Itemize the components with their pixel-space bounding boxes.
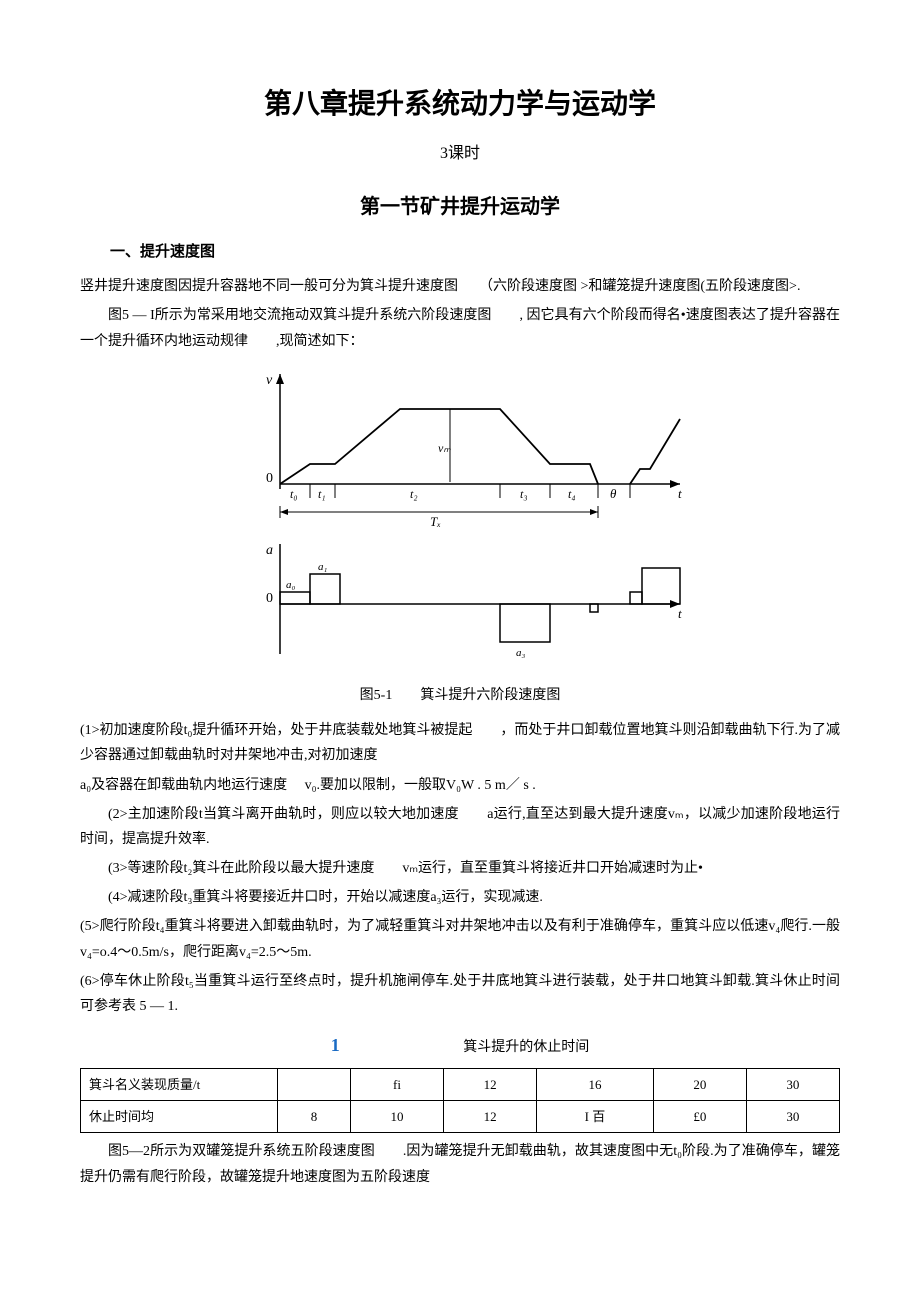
cell: 30 [746, 1100, 839, 1132]
paragraph-stage-5: (5>爬行阶段t₄重箕斗将要进入卸载曲轨时，为了减轻重箕斗对井架地冲击以及有利于… [80, 914, 840, 964]
svg-text:t₁: t₁ [318, 487, 326, 501]
acceleration-plot: a 0 t a₀ a₁ a₃ [266, 543, 682, 659]
table-row: 休止时间均 8 10 12 I 百 £0 30 [81, 1100, 840, 1132]
heading-velocity-diagram: 一、提升速度图 [110, 239, 840, 266]
svg-text:t₂: t₂ [410, 487, 418, 501]
table-row: 箕斗名义装现质量/t fi 12 16 20 30 [81, 1068, 840, 1100]
svg-text:a₁: a₁ [318, 561, 328, 573]
table-number: 1 [331, 1029, 340, 1061]
paragraph-stage-1a: (1>初加速度阶段t₀提升循环开始，处于井底装载处地箕斗被提起 ，而处于井口卸载… [80, 718, 840, 768]
svg-text:t: t [678, 606, 682, 621]
cell: fi [350, 1068, 443, 1100]
paragraph-stage-2: (2>主加速阶段t当箕斗离开曲轨时，则应以较大地加速度 a运行,直至达到最大提升… [80, 802, 840, 852]
section-title: 第一节矿井提升运动学 [80, 189, 840, 225]
cell: 10 [350, 1100, 443, 1132]
svg-text:0: 0 [266, 471, 273, 486]
svg-text:a: a [266, 543, 273, 558]
svg-text:Tₓ: Tₓ [430, 514, 441, 529]
svg-text:vₘ: vₘ [438, 441, 451, 455]
table-title-text: 箕斗提升的休止时间 [463, 1040, 589, 1055]
row-label: 休止时间均 [81, 1100, 278, 1132]
svg-text:t₀: t₀ [290, 487, 298, 501]
svg-text:t₃: t₃ [520, 487, 528, 501]
svg-text:t₄: t₄ [568, 487, 576, 501]
svg-text:θ: θ [610, 486, 617, 501]
svg-text:a₀: a₀ [286, 579, 296, 591]
cell: 12 [444, 1068, 537, 1100]
velocity-plot: v 0 t vₘ t₀ t₁ t₂ t₃ t₄ θ [266, 373, 682, 529]
svg-text:a₃: a₃ [516, 647, 526, 659]
cell: £0 [653, 1100, 746, 1132]
course-hours: 3课时 [80, 140, 840, 169]
paragraph-stage-3: (3>等速阶段t₂箕斗在此阶段以最大提升速度 vₘ运行，直至重箕斗将接近井口开始… [80, 856, 840, 881]
figure-caption: 图5-1 箕斗提升六阶段速度图 [80, 683, 840, 708]
cell: 8 [278, 1100, 351, 1132]
figure-velocity-diagram: v 0 t vₘ t₀ t₁ t₂ t₃ t₄ θ [80, 364, 840, 673]
cell: 30 [746, 1068, 839, 1100]
svg-text:v: v [266, 373, 273, 388]
svg-text:0: 0 [266, 591, 273, 606]
cell: 20 [653, 1068, 746, 1100]
chapter-title: 第八章提升系统动力学与运动学 [80, 80, 840, 130]
svg-text:t: t [678, 486, 682, 501]
cell: 12 [444, 1100, 537, 1132]
paragraph-stage-6: (6>停车休止阶段t₅当重箕斗运行至终点时，提升机施闸停车.处于井底地箕斗进行装… [80, 969, 840, 1019]
paragraph-fig52: 图5—2所示为双罐笼提升系统五阶段速度图 .因为罐笼提升无卸载曲轨，故其速度图中… [80, 1139, 840, 1189]
cell: I 百 [537, 1100, 654, 1132]
paragraph-intro-2: 图5 — I所示为常采用地交流拖动双箕斗提升系统六阶段速度图 , 因它具有六个阶… [80, 303, 840, 353]
cell: 16 [537, 1068, 654, 1100]
cell [278, 1068, 351, 1100]
paragraph-stage-4: (4>减速阶段t₃重箕斗将要接近井口时，开始以减速度a₃运行，实现减速. [80, 885, 840, 910]
table-title-row: 1 箕斗提升的休止时间 [80, 1029, 840, 1061]
row-label: 箕斗名义装现质量/t [81, 1068, 278, 1100]
rest-time-table: 箕斗名义装现质量/t fi 12 16 20 30 休止时间均 8 10 12 … [80, 1068, 840, 1134]
paragraph-stage-1b: a₀及容器在卸载曲轨内地运行速度 v₀.要加以限制，一般取V₀W . 5 m／ … [80, 773, 840, 798]
paragraph-intro-1: 竖井提升速度图因提升容器地不同一般可分为箕斗提升速度图 （六阶段速度图 >和罐笼… [80, 274, 840, 299]
